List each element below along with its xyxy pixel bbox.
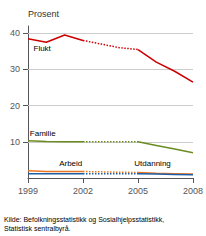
svg-text:Prosent: Prosent — [28, 9, 60, 19]
svg-text:1999: 1999 — [18, 186, 38, 196]
svg-text:Flukt: Flukt — [33, 44, 51, 53]
svg-text:Utdanning: Utdanning — [134, 159, 170, 168]
svg-text:20: 20 — [10, 101, 20, 111]
svg-text:Familie: Familie — [30, 129, 56, 138]
svg-text:40: 40 — [10, 28, 20, 38]
svg-text:2002: 2002 — [73, 186, 93, 196]
svg-text:Statistisk sentralbyrå.: Statistisk sentralbyrå. — [4, 225, 71, 233]
svg-text:30: 30 — [10, 64, 20, 74]
svg-text:Kilde: Befolkningsstatistikk o: Kilde: Befolkningsstatistikk og Sosialhj… — [4, 216, 164, 224]
svg-text:10: 10 — [10, 137, 20, 147]
svg-text:2005: 2005 — [128, 186, 148, 196]
svg-text:Arbeid: Arbeid — [59, 159, 82, 168]
svg-text:2008: 2008 — [183, 186, 203, 196]
